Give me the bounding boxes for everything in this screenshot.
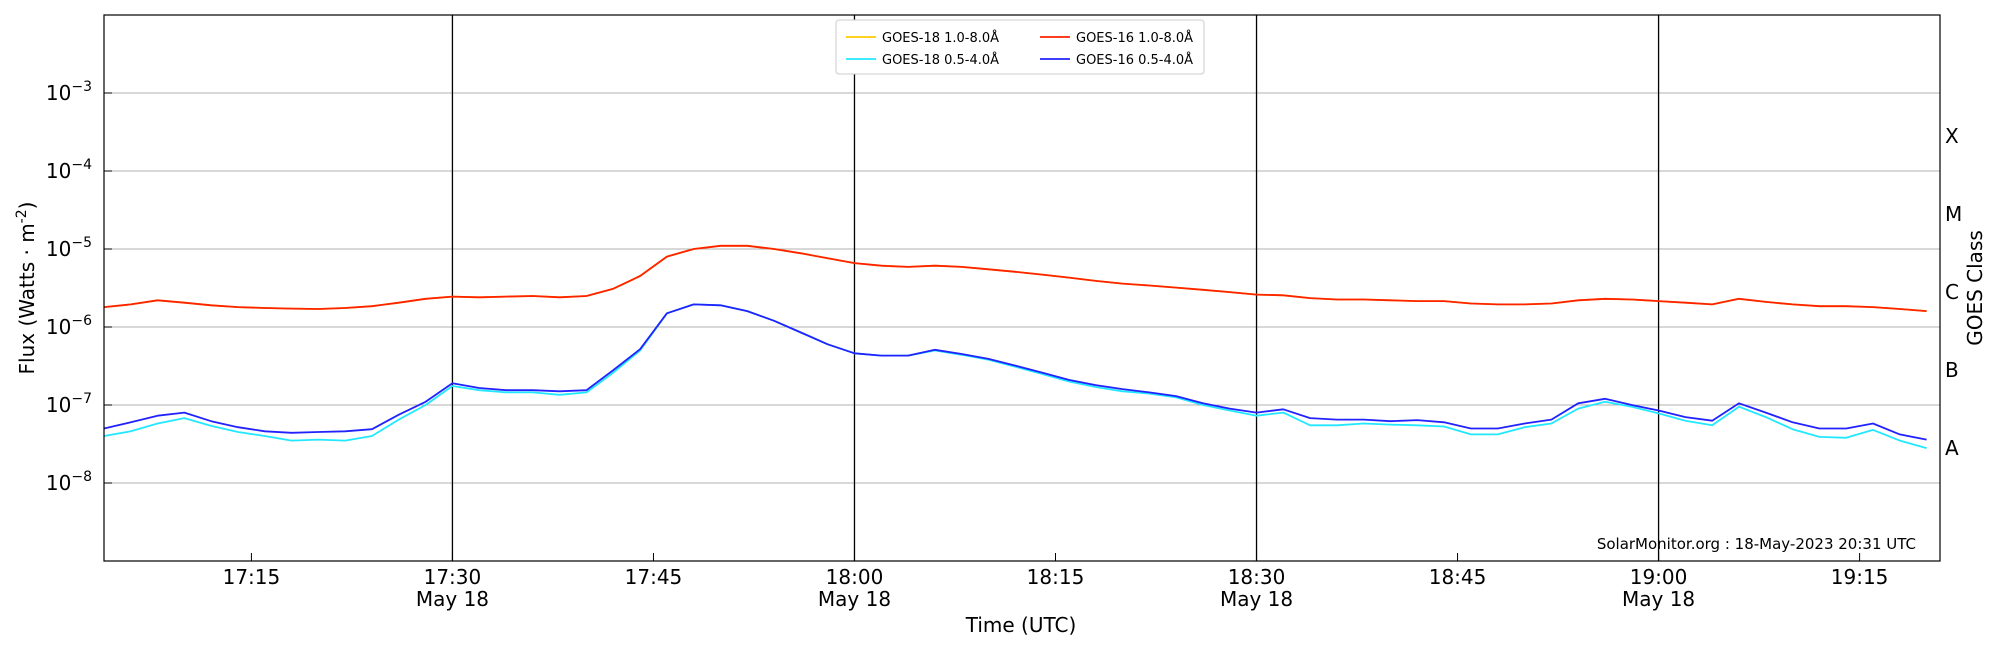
legend-box: [835, 19, 1205, 75]
x-tick-date-label: May 18: [416, 587, 489, 611]
y-tick-exponent: −8: [71, 469, 92, 485]
goes-class-label: B: [1945, 358, 1959, 382]
plot-frame: [103, 14, 1941, 562]
y-tick-exponent: −4: [71, 157, 92, 173]
x-tick-label: 18:15: [1027, 565, 1085, 589]
y-tick-exponent: −7: [71, 391, 92, 407]
y-axis-title-main: Flux (Watts · m: [15, 223, 39, 374]
y-tick-label: 10−4: [46, 157, 92, 183]
y-tick-base: 10: [46, 393, 71, 417]
x-tick-label: 18:00: [826, 565, 884, 589]
grid-lines: [104, 92, 1940, 484]
goes-class-axis-title: GOES Class: [1963, 230, 1987, 346]
y-axis-title: Flux (Watts · m-2): [14, 202, 39, 375]
goes-class-label: C: [1945, 280, 1959, 304]
day-vertical-lines: [451, 15, 1660, 561]
y-tick-label: 10−3: [46, 79, 92, 105]
y-tick-label: 10−5: [46, 235, 92, 261]
x-tick-label: 18:45: [1429, 565, 1487, 589]
y-tick-base: 10: [46, 159, 71, 183]
y-tick-exponent: −5: [71, 235, 92, 251]
x-tick-date-label: May 18: [1220, 587, 1293, 611]
y-tick-base: 10: [46, 471, 71, 495]
legend-label: GOES-16 1.0-8.0Å: [1076, 30, 1193, 46]
series-line: [103, 303, 1927, 441]
series-line: [103, 244, 1927, 312]
plot-background: [104, 15, 1940, 561]
legend: GOES-18 1.0-8.0Å GOES-16 1.0-8.0Å GOES-18 …: [835, 19, 1205, 75]
y-axis-title-close: ): [15, 202, 39, 210]
credit-text: SolarMonitor.org : 18-May-2023 20:31 UTC: [1597, 535, 1916, 553]
x-axis-title: Time (UTC): [965, 613, 1077, 637]
y-tick-label: 10−7: [46, 391, 92, 417]
y-tick-exponent: −6: [71, 313, 92, 329]
y-tick-base: 10: [46, 315, 71, 339]
goes-class-label: X: [1945, 124, 1959, 148]
y-tick-base: 10: [46, 81, 71, 105]
x-tick-label: 18:30: [1228, 565, 1286, 589]
series-lines: [103, 244, 1927, 449]
y-axis-title-exponent: -2: [14, 209, 30, 223]
goes-class-label: A: [1945, 436, 1959, 460]
x-tick-date-label: May 18: [1622, 587, 1695, 611]
y-tick-label: 10−6: [46, 313, 92, 339]
y-tick-exponent: −3: [71, 79, 92, 95]
x-tick-label: 19:00: [1630, 565, 1688, 589]
legend-label: GOES-18 1.0-8.0Å: [882, 30, 999, 46]
series-line: [103, 303, 1927, 449]
legend-label: GOES-16 0.5-4.0Å: [1076, 52, 1193, 68]
y-tick-base: 10: [46, 237, 71, 261]
x-tick-label: 17:30: [424, 565, 482, 589]
y-tick-label: 10−8: [46, 469, 92, 495]
x-tick-label: 19:15: [1831, 565, 1889, 589]
x-tick-label: 17:15: [223, 565, 281, 589]
goes-class-axis: X M C B A: [1945, 124, 1962, 460]
legend-label: GOES-18 0.5-4.0Å: [882, 52, 999, 68]
goes-class-label: M: [1945, 202, 1962, 226]
y-axis: 10−810−710−610−510−410−3: [46, 79, 112, 495]
x-tick-label: 17:45: [625, 565, 683, 589]
x-tick-date-label: May 18: [818, 587, 891, 611]
